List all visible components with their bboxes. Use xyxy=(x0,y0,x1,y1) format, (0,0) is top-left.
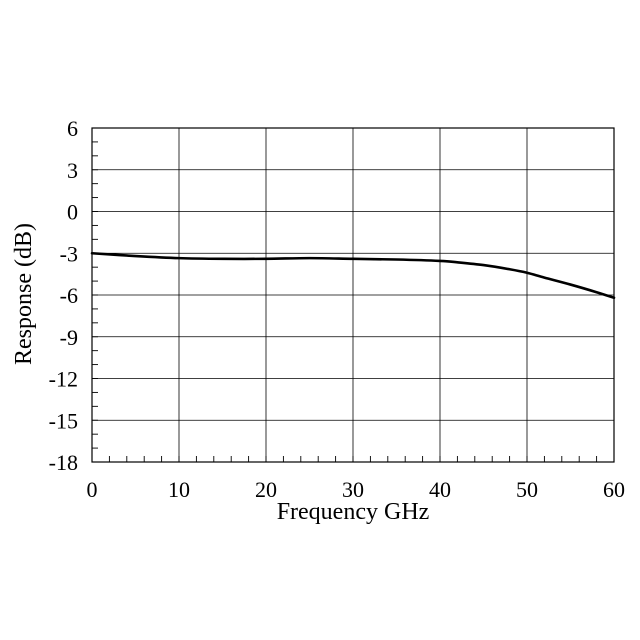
x-tick-label: 40 xyxy=(429,477,451,502)
y-tick-label: -3 xyxy=(60,241,78,266)
x-tick-label: 50 xyxy=(516,477,538,502)
y-tick-label: -12 xyxy=(49,367,78,392)
y-tick-label: 6 xyxy=(67,116,78,141)
x-axis-title: Frequency GHz xyxy=(277,499,430,525)
y-tick-label: -15 xyxy=(49,408,78,433)
x-tick-label: 0 xyxy=(87,477,98,502)
y-tick-label: 3 xyxy=(67,158,78,183)
y-tick-label: -18 xyxy=(49,450,78,475)
x-tick-label: 10 xyxy=(168,477,190,502)
x-tick-label: 20 xyxy=(255,477,277,502)
y-tick-label: -9 xyxy=(60,325,78,350)
grid xyxy=(92,128,614,462)
y-axis-tick-labels: 6 3 0 -3 -6 -9 -12 -15 -18 xyxy=(49,116,78,475)
y-axis-title: Response (dB) xyxy=(11,223,37,365)
y-tick-label: -6 xyxy=(60,283,78,308)
x-tick-label: 60 xyxy=(603,477,625,502)
y-tick-label: 0 xyxy=(67,200,78,225)
